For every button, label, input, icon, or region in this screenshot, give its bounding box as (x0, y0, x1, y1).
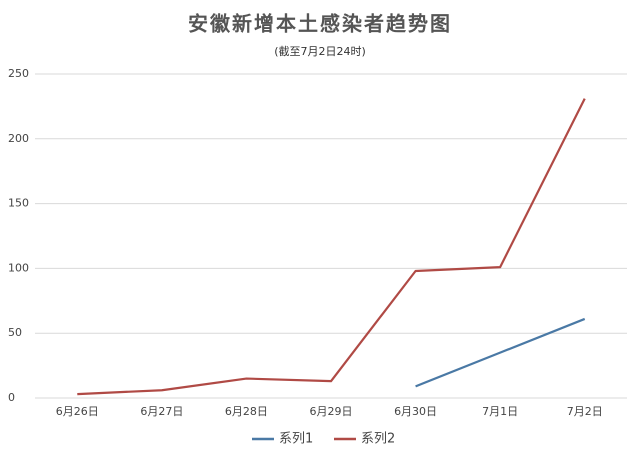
y-tick-label: 250 (8, 67, 29, 80)
y-tick-label: 50 (8, 326, 22, 339)
y-tick-label: 100 (8, 261, 29, 274)
chart-subtitle: (截至7月2日24时) (274, 44, 366, 58)
x-tick-label: 6月26日 (56, 405, 99, 418)
x-tick-label: 6月28日 (225, 405, 268, 418)
y-tick-label: 0 (8, 391, 15, 404)
chart-title: 安徽新增本土感染者趋势图 (188, 12, 452, 36)
legend-label: 系列2 (361, 432, 395, 447)
x-tick-label: 6月29日 (310, 405, 353, 418)
data-line (415, 317, 586, 388)
legend-label: 系列1 (279, 432, 313, 447)
y-tick-label: 150 (8, 197, 29, 210)
y-tick-label: 200 (8, 132, 29, 145)
x-tick-label: 7月2日 (567, 405, 603, 418)
x-tick-label: 6月30日 (394, 405, 437, 418)
x-tick-label: 7月1日 (482, 405, 518, 418)
x-tick-label: 6月27日 (140, 405, 183, 418)
data-line (77, 98, 586, 396)
